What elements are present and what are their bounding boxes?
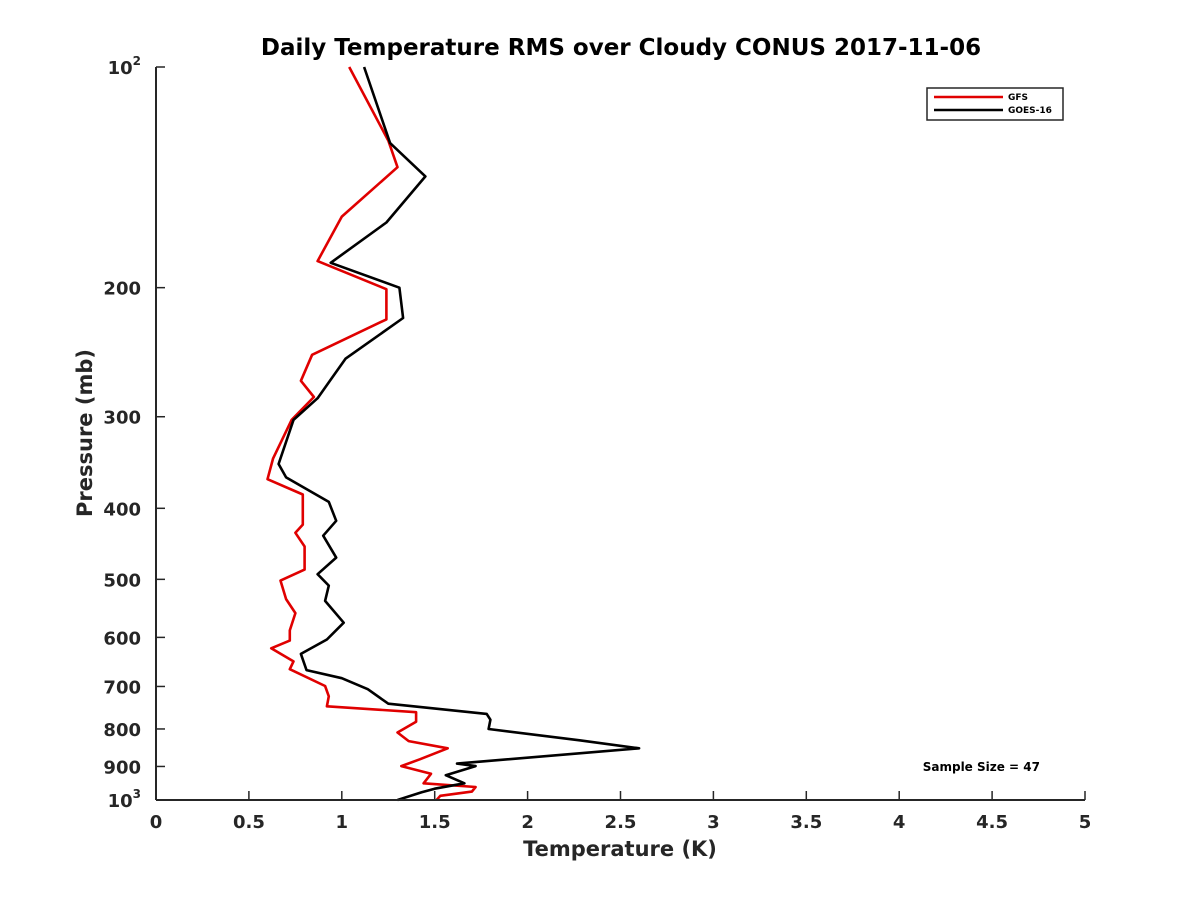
x-tick-label: 3.5 [790,812,822,833]
x-tick-label: 1 [336,812,349,833]
x-tick-label: 0 [150,812,163,833]
legend-box [926,87,1064,121]
x-tick-label: 1.5 [419,812,451,833]
series-line-gfs [266,66,477,801]
x-ticks: 0 0.5 1 1.5 2 2.5 3 3.5 4 4.5 5 [150,791,1092,833]
x-tick-label: 5 [1079,812,1092,833]
series-line-goes16 [277,66,641,802]
axes [155,67,1085,801]
y-tick-label: 200 [103,279,141,300]
x-tick-label: 2 [521,812,534,833]
legend: GFS GOES-16 [926,87,1064,121]
y-tick-label: 800 [103,720,141,741]
y-ticks: 102 200 300 400 500 600 700 800 900 103 [103,54,165,812]
y-tick-label: 103 [108,787,141,812]
legend-label-gfs: GFS [1008,93,1028,103]
y-tick-label: 300 [103,408,141,429]
x-tick-label: 2.5 [605,812,637,833]
x-tick-label: 4.5 [976,812,1008,833]
y-tick-label: 700 [103,677,141,698]
x-axis-label: Temperature (K) [523,837,717,861]
y-tick-label: 900 [103,757,141,778]
y-tick-label: 600 [103,628,141,649]
x-tick-label: 0.5 [233,812,265,833]
sample-size-annotation: Sample Size = 47 [923,760,1040,774]
y-axis-label: Pressure (mb) [73,349,97,517]
y-tick-label: 102 [108,54,141,79]
chart-title: Daily Temperature RMS over Cloudy CONUS … [261,35,981,61]
y-tick-label: 400 [103,499,141,520]
x-tick-label: 3 [707,812,720,833]
legend-label-goes16: GOES-16 [1008,106,1052,116]
series-layer [266,66,641,802]
y-tick-label: 500 [103,570,141,591]
x-tick-label: 4 [893,812,906,833]
